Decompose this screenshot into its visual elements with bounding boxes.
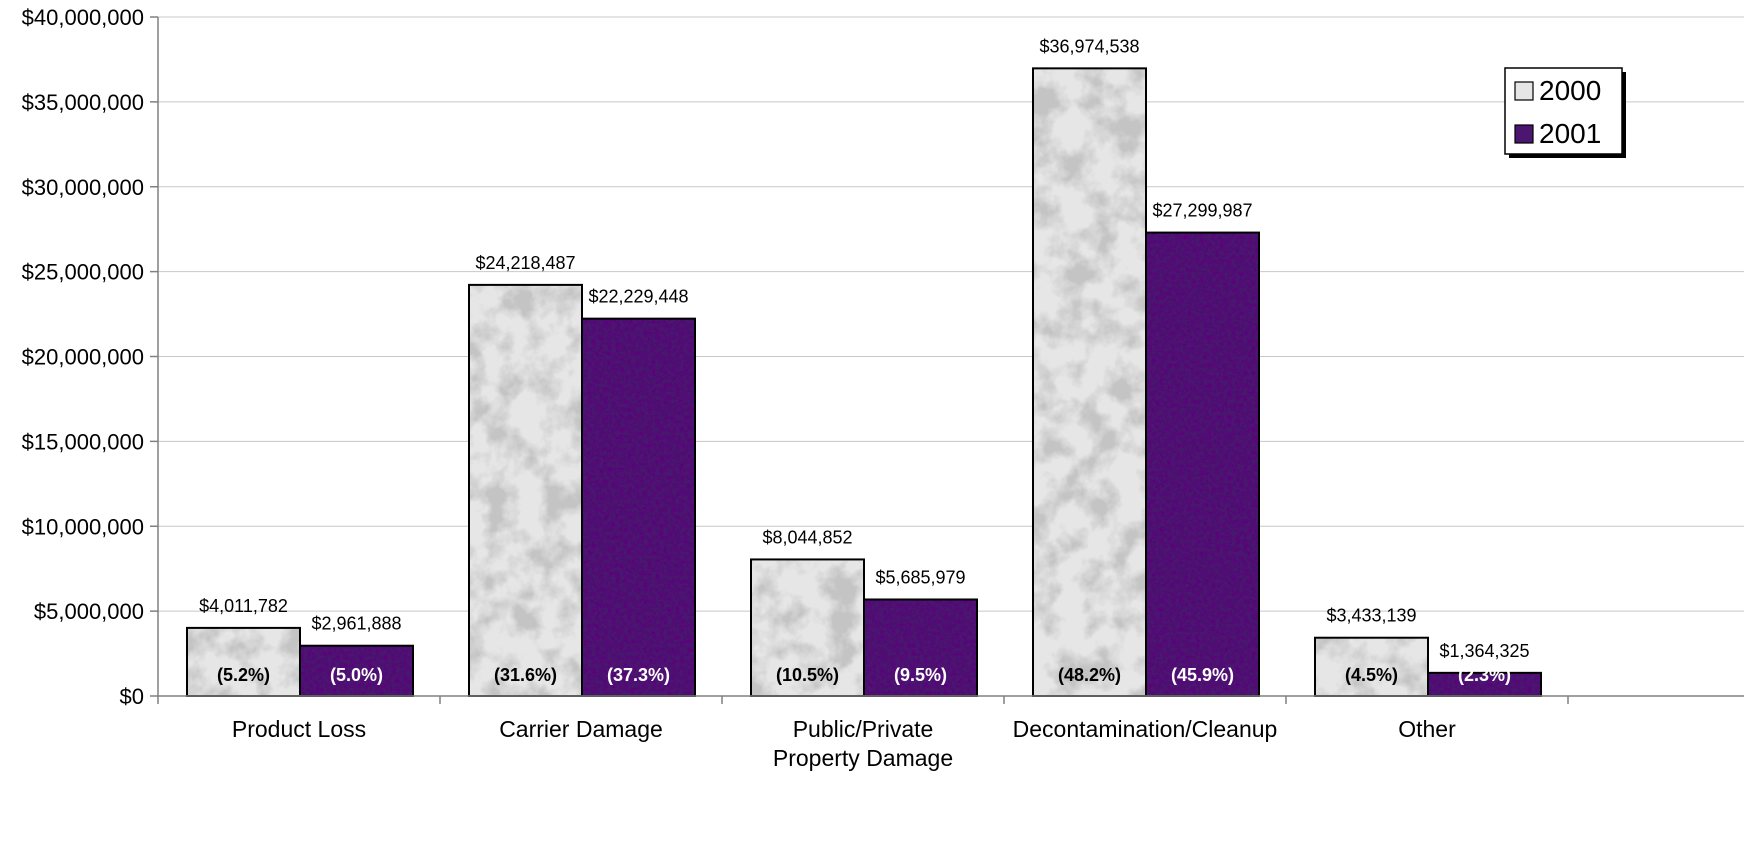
bar-2000-2 — [751, 559, 864, 696]
bars — [186, 67, 1542, 698]
data-label-value: $22,229,448 — [588, 287, 688, 307]
data-label-value: $3,433,139 — [1326, 606, 1416, 626]
data-labels: $4,011,782 (5.2%) $24,218,487 (31.6%) $8,044… — [199, 36, 1529, 685]
y-axis-tick-labels: $0 $5,000,000 $10,000,000 $15,000,000 $20,00… — [22, 5, 144, 709]
bar-2001-1 — [582, 318, 695, 696]
data-label-value: $1,364,325 — [1439, 641, 1529, 661]
data-label-value: $27,299,987 — [1152, 201, 1252, 221]
x-category-label: Property Damage — [773, 745, 953, 771]
data-label-value: $4,011,782 — [199, 596, 288, 616]
x-category-label: Carrier Damage — [499, 716, 663, 742]
data-label-percent: (31.6%) — [494, 665, 557, 685]
x-axis-category-labels: Product Loss Carrier Damage Public/Private… — [232, 716, 1456, 771]
y-tick-label: $0 — [120, 684, 144, 709]
y-tick-label: $35,000,000 — [22, 90, 144, 115]
legend-label: 2000 — [1539, 75, 1601, 106]
axes — [150, 16, 1744, 704]
data-label-percent: (4.5%) — [1345, 665, 1398, 685]
data-label-percent: (5.0%) — [330, 665, 383, 685]
y-tick-label: $25,000,000 — [22, 260, 144, 285]
y-tick-label: $10,000,000 — [22, 514, 144, 539]
x-category-label: Public/Private — [793, 716, 934, 742]
data-label-percent: (10.5%) — [776, 665, 839, 685]
bar-2000-1 — [469, 284, 582, 696]
legend-swatch-2000 — [1514, 81, 1534, 101]
data-label-percent: (2.3%) — [1458, 665, 1511, 685]
data-label-value: $8,044,852 — [762, 527, 852, 547]
x-category-label: Decontamination/Cleanup — [1013, 716, 1278, 742]
data-label-value: $5,685,979 — [875, 567, 965, 587]
y-tick-label: $15,000,000 — [22, 429, 144, 454]
x-category-label: Product Loss — [232, 716, 366, 742]
legend-swatch-2001 — [1514, 124, 1534, 144]
legend-label: 2001 — [1539, 118, 1601, 149]
data-label-percent: (37.3%) — [607, 665, 670, 685]
y-tick-label: $5,000,000 — [34, 599, 144, 624]
bar-2001-4 — [1428, 672, 1541, 696]
bar-2000-3 — [1033, 68, 1146, 696]
data-label-percent: (9.5%) — [894, 665, 947, 685]
x-category-label: Other — [1398, 716, 1456, 742]
data-label-value: $2,961,888 — [311, 614, 401, 634]
y-tick-label: $40,000,000 — [22, 5, 144, 30]
bar-2000-0 — [187, 627, 300, 696]
data-label-percent: (5.2%) — [217, 665, 270, 685]
bar-2001-0 — [300, 645, 413, 696]
data-label-value: $36,974,538 — [1039, 36, 1139, 56]
data-label-percent: (45.9%) — [1171, 665, 1234, 685]
y-tick-label: $30,000,000 — [22, 175, 144, 200]
bar-2001-3 — [1146, 232, 1259, 697]
bar-2001-2 — [864, 599, 977, 696]
bar-2000-4 — [1315, 637, 1428, 696]
data-label-value: $24,218,487 — [475, 253, 575, 273]
gridlines — [158, 16, 1744, 612]
data-label-percent: (48.2%) — [1058, 665, 1121, 685]
y-tick-label: $20,000,000 — [22, 345, 144, 370]
legend: 2000 2001 — [1504, 67, 1626, 158]
